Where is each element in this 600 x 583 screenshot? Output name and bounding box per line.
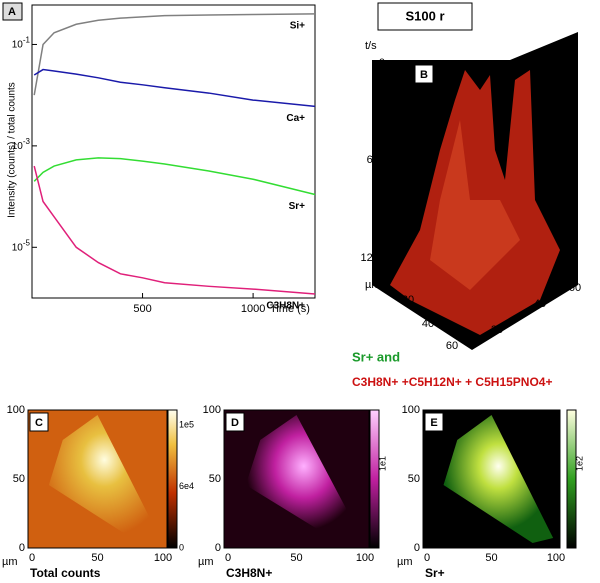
y-tick-label: 10-1 xyxy=(12,36,31,51)
colorbar-tick-label: 0 xyxy=(179,542,184,552)
series-label: Ca+ xyxy=(286,113,305,124)
z-tick-label: 0 xyxy=(379,57,385,69)
unit: µm xyxy=(397,556,413,568)
y-tick-label: 0 xyxy=(414,542,420,554)
label-box xyxy=(225,412,245,432)
title-box xyxy=(377,2,473,31)
species: C3H8N+ xyxy=(352,375,398,389)
unit: µm xyxy=(198,556,214,568)
map-name: Sr+ xyxy=(425,566,445,580)
colorbar xyxy=(167,409,178,549)
x-tick-label: 0 xyxy=(424,552,430,564)
y-tick-label: 100 xyxy=(402,404,420,416)
y-tick-label: 10-3 xyxy=(12,137,31,152)
x-tick-label: 500 xyxy=(133,303,151,315)
map-name: C3H8N+ xyxy=(226,566,272,580)
x-tick-label: 1000 xyxy=(241,303,265,315)
x-tick-label: 50 xyxy=(485,552,497,564)
y-axis-label: Intensity (counts) / total counts xyxy=(7,82,18,218)
y-tick-label: 100 xyxy=(203,404,221,416)
line xyxy=(33,157,316,196)
plot-frame xyxy=(31,4,316,299)
y-tick-label: 50 xyxy=(209,473,221,485)
unit: µm xyxy=(2,556,18,568)
x-tick-label: 0 xyxy=(225,552,231,564)
series-label: Sr+ xyxy=(289,201,306,212)
caption: C3H8N+ +C5H12N+ + C5H15PNO4+ xyxy=(352,375,552,389)
map-signal xyxy=(48,415,161,543)
x-tick-label: 0 xyxy=(29,552,35,564)
y-tick-label: 50 xyxy=(408,473,420,485)
species: +C5H12N+ xyxy=(402,375,462,389)
x-tick-label: 100 xyxy=(154,552,172,564)
line xyxy=(33,68,316,108)
x-tick-label: 40 xyxy=(422,318,434,330)
y-tick-label: 40 xyxy=(534,298,546,310)
x-tick-label: 20 xyxy=(402,294,414,306)
label-box xyxy=(29,412,49,432)
panel-label: B xyxy=(420,69,428,81)
y-tick-label: 100 xyxy=(7,404,25,416)
colorbar-tick-label: 1e2 xyxy=(574,456,584,471)
colorbar xyxy=(369,409,380,549)
colorbar xyxy=(566,409,577,549)
panel-label: D xyxy=(231,417,239,429)
colorbar-tick-label: 1e1 xyxy=(377,456,387,471)
z-tick-label: 1200 xyxy=(361,252,385,264)
line xyxy=(33,13,316,96)
unit: µm xyxy=(365,279,381,291)
x-tick-label: 100 xyxy=(356,552,374,564)
label-box xyxy=(414,64,434,84)
label-box xyxy=(424,412,444,432)
y-tick-label: 0 xyxy=(19,542,25,554)
y-tick-label: 60 xyxy=(569,282,581,294)
panel-label: C xyxy=(35,417,43,429)
series-label: C3H8N+ xyxy=(266,301,305,312)
x-tick-label: 60 xyxy=(446,340,458,352)
surface-highlight xyxy=(430,120,520,290)
y-tick-label: 10-5 xyxy=(12,238,31,253)
panel-title: S100 r xyxy=(405,8,444,23)
map-signal xyxy=(245,415,362,543)
x-tick-label: 100 xyxy=(547,552,565,564)
y-tick-label: 0 xyxy=(215,542,221,554)
y-tick-label: 50 xyxy=(13,473,25,485)
axis-label: t/s xyxy=(365,40,377,52)
y-tick-label: 20 xyxy=(491,324,503,336)
panel-label: A xyxy=(8,6,16,18)
species: + C5H15PNO4+ xyxy=(465,375,552,389)
x-tick-label: 50 xyxy=(91,552,103,564)
caption: Sr+ and xyxy=(352,349,400,364)
colorbar-tick-label: 6e4 xyxy=(179,481,194,491)
label-box xyxy=(2,2,23,21)
series-label: Si+ xyxy=(290,21,305,32)
map-name: Total counts xyxy=(30,566,101,580)
z-tick-label: 600 xyxy=(367,154,385,166)
x-tick-label: 50 xyxy=(290,552,302,564)
map-signal xyxy=(443,415,554,543)
colorbar-tick-label: 1e5 xyxy=(179,419,194,429)
x-axis-label: Time (s) xyxy=(270,303,310,315)
panel-label: E xyxy=(430,417,437,429)
line xyxy=(33,165,316,295)
